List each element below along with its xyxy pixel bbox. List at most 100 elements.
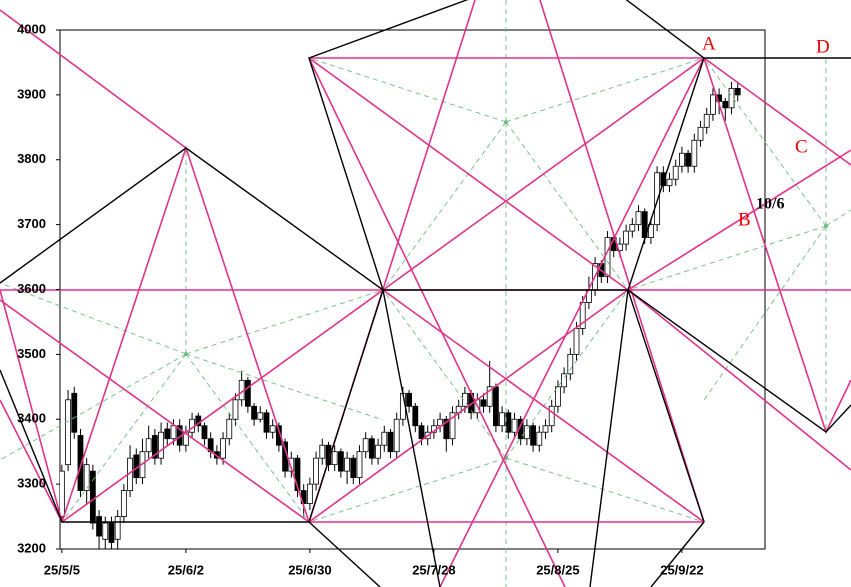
candle-body xyxy=(375,444,381,459)
candle-body xyxy=(257,412,264,420)
candle-body xyxy=(158,431,164,459)
candle-body xyxy=(114,516,121,540)
candle-body xyxy=(555,386,561,407)
candle-body xyxy=(368,438,375,459)
candle-body xyxy=(728,87,735,109)
candle-body xyxy=(65,399,71,466)
candle-body xyxy=(406,392,412,407)
candle-body xyxy=(120,490,127,517)
candle-body xyxy=(499,412,505,427)
candle-body xyxy=(60,470,65,517)
candle-body xyxy=(523,425,530,440)
y-tick-label: 3300 xyxy=(17,476,46,491)
annotation: A xyxy=(702,33,716,54)
candle-body xyxy=(89,470,96,524)
x-tick-label: 25/8/25 xyxy=(536,562,579,577)
candle-body xyxy=(331,451,338,466)
candle-body xyxy=(511,418,518,433)
candle-body xyxy=(461,392,468,407)
candle-body xyxy=(697,126,704,141)
candle-body xyxy=(666,178,673,187)
annotation: 10/6 xyxy=(756,196,784,213)
candle-body xyxy=(306,483,313,504)
candle-body xyxy=(443,418,450,440)
x-tick-label: 25/9/22 xyxy=(660,562,703,577)
candle-body xyxy=(654,172,661,226)
candle-body xyxy=(350,457,357,479)
candle-body xyxy=(288,457,295,472)
candle-body xyxy=(244,379,251,407)
x-tick-label: 25/7/28 xyxy=(412,562,455,577)
candle-body xyxy=(449,412,456,440)
candle-body xyxy=(604,237,611,277)
y-tick-label: 3600 xyxy=(17,281,46,296)
candle-body xyxy=(263,412,270,433)
candle-body xyxy=(412,405,419,427)
x-tick-label: 25/5/5 xyxy=(44,562,80,577)
candle-body xyxy=(362,438,369,453)
candle-body xyxy=(189,418,195,433)
candle-body xyxy=(722,100,729,109)
candle-body xyxy=(567,353,574,375)
candle-body xyxy=(269,425,276,433)
candle-body xyxy=(164,428,171,440)
candle-body xyxy=(573,328,580,355)
candle-body xyxy=(734,87,741,96)
candle-body xyxy=(251,405,257,420)
candle-body xyxy=(387,431,394,453)
candle-body xyxy=(96,516,102,537)
axes: 3200 3300 3400 3500 3600 3700 3800 3900 4000 25/5… xyxy=(17,21,704,577)
candle-body xyxy=(71,392,78,433)
candle-body xyxy=(337,451,344,472)
candle-body xyxy=(542,425,549,433)
candle-body xyxy=(530,425,537,446)
candle-body xyxy=(660,172,667,187)
y-tick-label: 3700 xyxy=(17,216,46,231)
candle-body xyxy=(679,152,685,167)
candle-body xyxy=(356,451,363,479)
candle-body xyxy=(151,435,158,459)
annotation: D xyxy=(816,36,830,57)
candle-body xyxy=(344,457,350,472)
candle-body xyxy=(505,412,512,433)
candle-body xyxy=(313,457,319,485)
candle-body xyxy=(102,522,109,540)
candle-body xyxy=(220,438,226,459)
candle-body xyxy=(492,386,499,427)
y-tick-label: 4000 xyxy=(17,21,46,36)
candles xyxy=(60,81,741,549)
candle-body xyxy=(201,425,208,440)
candle-body xyxy=(83,464,90,492)
candle-body xyxy=(319,444,326,459)
candle-body xyxy=(635,211,642,226)
x-tick-label: 25/6/30 xyxy=(288,562,331,577)
candle-body xyxy=(710,94,716,115)
candle-body xyxy=(393,418,400,453)
candle-body xyxy=(548,405,555,427)
y-tick-label: 3800 xyxy=(17,151,46,166)
candle-body xyxy=(672,165,679,180)
candle-body xyxy=(486,386,493,407)
candle-body xyxy=(648,224,654,239)
y-tick-label: 3200 xyxy=(17,540,46,555)
y-tick-label: 3500 xyxy=(17,346,46,361)
candle-body xyxy=(629,224,636,232)
candle-body xyxy=(480,399,487,407)
candle-body xyxy=(145,438,152,453)
candle-body xyxy=(623,230,630,245)
candle-body xyxy=(77,435,84,492)
candle-body xyxy=(685,152,692,167)
x-tick-label: 25/6/2 xyxy=(168,562,204,577)
candle-body xyxy=(108,522,115,543)
candle-body xyxy=(703,113,710,128)
candle-body xyxy=(294,457,301,492)
candle-body xyxy=(561,373,568,388)
candle-body xyxy=(536,431,543,446)
candle-body xyxy=(170,425,177,440)
candle-body xyxy=(691,139,698,167)
y-tick-label: 3400 xyxy=(17,411,46,426)
candle-body xyxy=(232,399,239,420)
